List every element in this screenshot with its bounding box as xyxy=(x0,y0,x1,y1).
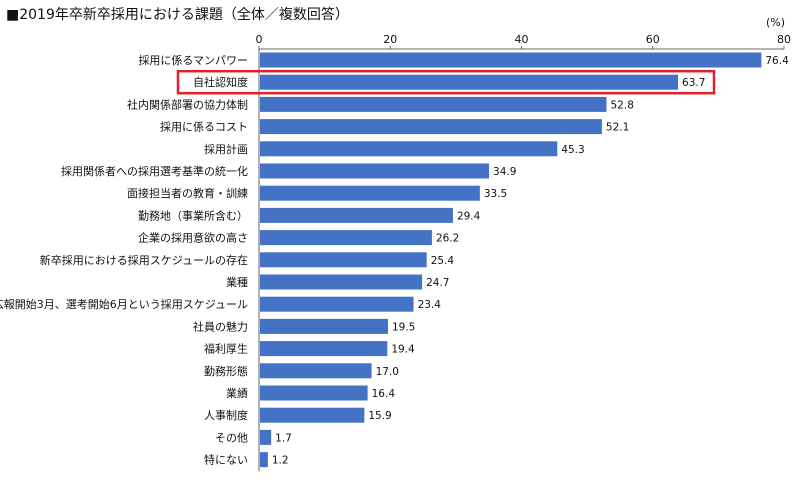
category-label: 広報開始3月、選考開始6月という採用スケジュール xyxy=(0,297,248,311)
bar xyxy=(260,429,272,445)
category-label: 社員の魅力 xyxy=(193,319,248,333)
bar xyxy=(260,252,427,268)
category-labels: 採用に係るマンパワー自社認知度社内関係部署の協力体制採用に係るコスト採用計画採用… xyxy=(0,53,248,467)
value-label: 19.4 xyxy=(391,344,415,356)
bar xyxy=(260,296,414,312)
value-label: 1.7 xyxy=(275,432,292,444)
bar xyxy=(260,163,490,179)
value-label: 25.4 xyxy=(431,255,455,267)
bar xyxy=(260,230,432,246)
category-label: 人事制度 xyxy=(204,408,248,422)
category-label: 社内関係部署の協力体制 xyxy=(127,97,248,111)
bar xyxy=(260,341,388,357)
category-label: 新卒採用における採用スケジュールの存在 xyxy=(40,253,248,267)
x-axis-ticks: 0 20 40 60 80 xyxy=(256,33,791,49)
value-label: 63.7 xyxy=(682,77,705,89)
category-label: 採用計画 xyxy=(204,142,248,156)
category-label: 業績 xyxy=(226,386,248,400)
x-tick-label: 0 xyxy=(256,33,263,46)
bar xyxy=(260,363,372,379)
bar xyxy=(260,185,480,201)
value-label: 45.3 xyxy=(561,144,584,156)
category-label: 採用に係るマンパワー xyxy=(138,53,248,67)
bar xyxy=(260,141,558,157)
category-label: 採用関係者への採用選考基準の統一化 xyxy=(61,164,248,178)
value-labels: 76.4 63.7 52.8 52.1 45.3 34.9 33.529.4 26.2 25.4… xyxy=(272,55,789,467)
bars xyxy=(260,52,762,468)
category-label: 面接担当者の教育・訓練 xyxy=(127,186,248,200)
highlight-box xyxy=(176,69,716,95)
unit-label: (%) xyxy=(766,16,785,29)
value-label: 23.4 xyxy=(418,299,442,311)
category-label: 自社認知度 xyxy=(193,75,248,89)
bar xyxy=(260,385,368,401)
highlight-rect xyxy=(176,69,716,95)
bar xyxy=(260,207,453,223)
value-label: 17.0 xyxy=(376,366,399,378)
value-label: 33.5 xyxy=(484,188,507,200)
bar xyxy=(260,407,365,423)
x-tick-label: 40 xyxy=(515,33,529,46)
value-label: 29.4 xyxy=(457,210,481,222)
value-label: 1.2 xyxy=(272,455,289,467)
category-label: 福利厚生 xyxy=(204,342,248,356)
category-label: 企業の採用意欲の高さ xyxy=(138,231,248,245)
x-tick-label: 20 xyxy=(383,33,397,46)
category-label: 勤務地（事業所含む） xyxy=(138,208,248,222)
value-label: 76.4 xyxy=(765,55,789,67)
x-tick-label: 60 xyxy=(646,33,660,46)
bar xyxy=(260,96,607,112)
value-label: 52.1 xyxy=(606,122,629,134)
category-label: 特にない xyxy=(204,453,248,467)
value-label: 26.2 xyxy=(436,233,459,245)
x-tick-label: 80 xyxy=(777,33,791,46)
bar xyxy=(260,119,602,135)
category-label: 勤務形態 xyxy=(204,364,248,378)
x-axis-line xyxy=(258,48,784,472)
value-label: 16.4 xyxy=(372,388,396,400)
bar xyxy=(260,318,388,334)
value-label: 34.9 xyxy=(493,166,516,178)
category-label: 採用に係るコスト xyxy=(160,120,248,134)
bar xyxy=(260,52,762,68)
bar xyxy=(260,452,268,468)
bar xyxy=(260,274,423,290)
value-label: 24.7 xyxy=(426,277,449,289)
bar xyxy=(260,74,679,90)
value-label: 52.8 xyxy=(611,99,634,111)
value-label: 19.5 xyxy=(392,321,415,333)
chart-title: ■2019年卒新卒採用における課題（全体／複数回答） xyxy=(6,7,349,23)
category-label: その他 xyxy=(215,431,248,444)
category-label: 業種 xyxy=(226,275,248,289)
value-label: 15.9 xyxy=(368,410,391,422)
